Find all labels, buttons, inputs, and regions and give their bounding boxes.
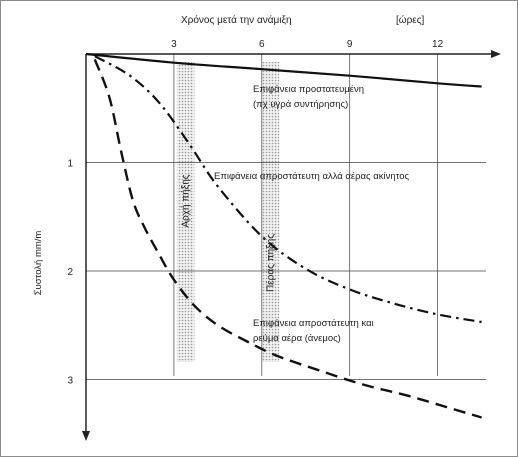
band-setting-start <box>176 62 195 362</box>
y-tick-label-3: 3 <box>67 376 73 387</box>
annotation-wind-line1: Επιφάνεια απροστάτευτη και <box>253 318 374 329</box>
series-unprotected-still-air <box>94 55 482 324</box>
grid-lines <box>86 54 486 380</box>
y-tick-label-1: 1 <box>67 159 73 170</box>
band-setting-end <box>261 62 280 362</box>
band-label-setting-end: Πέρας πήξης <box>265 234 277 292</box>
x-tick-label-6: 6 <box>259 39 265 50</box>
x-tick-label-12: 12 <box>432 39 444 50</box>
annotation-still-air: Επιφάνεια απροστάτευτη αλλά αέρας ακίνητ… <box>214 171 410 182</box>
series-protected-surface <box>85 52 482 88</box>
series-unprotected-wind <box>93 58 482 419</box>
annotation-wind-line2: ρεύμα αέρα (άνεμος) <box>253 333 341 344</box>
band-label-setting-start: Αρχή πήξης <box>180 174 192 227</box>
x-axis-title: Χρόνος μετά την ανάμιξη <box>181 14 292 26</box>
x-tick-label-9: 9 <box>347 39 353 50</box>
y-axis-arrow <box>82 431 90 441</box>
x-axis-arrow <box>491 50 501 58</box>
x-axis-unit: [ώρες] <box>396 14 425 26</box>
y-axis-title: Συστολή mm/m <box>33 231 44 296</box>
annotation-protected-line1: Επιφάνεια προστατευμένη <box>253 84 364 95</box>
x-tick-label-3: 3 <box>171 39 177 50</box>
annotation-protected-line2: (πχ υγρά συντήρησης) <box>253 99 348 110</box>
y-tick-label-2: 2 <box>67 267 73 278</box>
